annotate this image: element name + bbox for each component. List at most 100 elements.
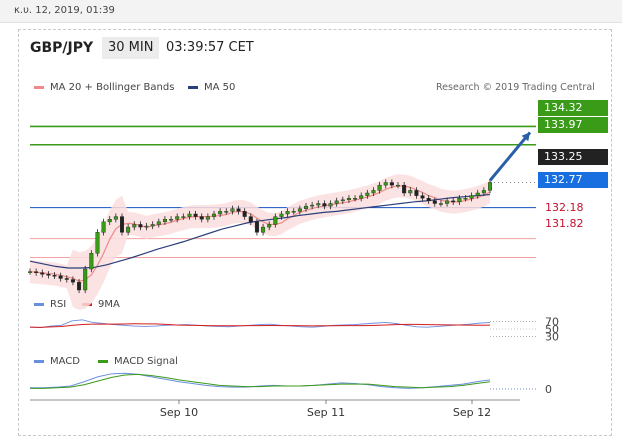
candle [175, 216, 180, 220]
candle [199, 216, 204, 220]
candle [34, 271, 39, 273]
candle [52, 275, 57, 277]
candle [316, 203, 321, 206]
candle [322, 203, 327, 207]
candle [414, 190, 419, 196]
candle [126, 226, 131, 233]
candle [132, 224, 137, 228]
level-label-132-18: 132.18 [545, 201, 584, 214]
candle [236, 208, 241, 212]
candle [113, 216, 118, 220]
candle [211, 213, 216, 217]
candle [353, 198, 358, 200]
candle [169, 219, 174, 221]
candle [451, 200, 456, 203]
candle [371, 190, 376, 194]
candle [70, 279, 75, 283]
candle [389, 182, 394, 186]
candle [40, 272, 45, 275]
timestamp-bar: κ.υ. 12, 2019, 01:39 [0, 0, 622, 23]
candle [218, 211, 223, 215]
candle [291, 211, 296, 213]
candle [230, 208, 235, 212]
timestamp: κ.υ. 12, 2019, 01:39 [14, 5, 115, 16]
candle [377, 184, 382, 191]
legend-macd-label: MACD [50, 356, 80, 367]
candle [432, 200, 437, 204]
candle [396, 184, 401, 187]
candle [181, 216, 186, 218]
target-arrow [488, 131, 532, 182]
candle [187, 213, 192, 217]
candle [89, 253, 94, 270]
ma20-line [29, 185, 491, 282]
legend-ma20-label: MA 20 + Bollinger Bands [50, 82, 175, 93]
candle [64, 278, 69, 280]
candle [340, 199, 345, 202]
candle [156, 221, 161, 225]
bollinger-bands [30, 174, 490, 311]
legend-rsi-label: RSI [50, 299, 67, 310]
server-time: 03:39:57 CET [166, 40, 254, 55]
candle [475, 192, 480, 196]
candle [119, 216, 124, 233]
candle [365, 192, 370, 196]
candle [138, 224, 143, 228]
candle [267, 224, 272, 228]
candle [402, 184, 407, 194]
candle [297, 208, 302, 212]
candle [28, 271, 33, 273]
candle [224, 211, 229, 213]
candle [481, 190, 486, 194]
candle [101, 221, 106, 233]
rsi-level-label: 70 [545, 316, 559, 329]
candle [438, 203, 443, 205]
candle [107, 219, 112, 223]
level-box-pivot: 132.77 [538, 172, 608, 188]
candle [408, 190, 413, 194]
candle [205, 216, 210, 220]
candle [457, 198, 462, 203]
legend-ma50-label: MA 50 [204, 82, 236, 93]
rsi-9ma-line [29, 323, 491, 328]
candle [46, 274, 51, 276]
candle [273, 216, 278, 225]
macd-line [30, 372, 491, 389]
candle [162, 219, 167, 223]
candle [285, 211, 290, 215]
candle [383, 182, 388, 186]
legend-macd-signal-label: MACD Signal [114, 356, 178, 367]
legend-rsi9-label: 9MA [98, 299, 120, 310]
x-tick-label: Sep 12 [453, 406, 491, 419]
credit-text: Research © 2019 Trading Central [436, 82, 595, 93]
candle [95, 232, 100, 254]
timeframe-button[interactable]: 30 MIN [102, 37, 160, 59]
macd-zero-label: 0 [545, 383, 552, 396]
level-label-131-82: 131.82 [545, 217, 584, 230]
candle [193, 213, 198, 217]
legend-ma20: MA 20 + Bollinger Bands [34, 82, 174, 93]
candle [242, 211, 247, 217]
ma50-line [29, 193, 491, 269]
candle [463, 198, 468, 200]
candle [420, 195, 425, 199]
candle [346, 198, 351, 201]
candle [359, 195, 364, 199]
candle [445, 200, 450, 204]
candle [144, 225, 149, 228]
legend-macd-signal: MACD Signal [98, 356, 178, 367]
rsi-level-label: 50 [545, 323, 559, 336]
level-box-last-price: 133.25 [538, 149, 608, 165]
candle [488, 182, 493, 191]
target-arrowhead [521, 132, 530, 142]
level-box-134-32: 134.32 [538, 100, 608, 116]
legend-macd: MACD [34, 356, 80, 367]
candle [279, 213, 284, 217]
symbol-label: GBP/JPY [30, 40, 94, 56]
legend-ma50: MA 50 [188, 82, 235, 93]
level-box-133-97: 133.97 [538, 117, 608, 133]
candle [304, 205, 309, 209]
candle [310, 204, 315, 207]
candle [426, 198, 431, 202]
